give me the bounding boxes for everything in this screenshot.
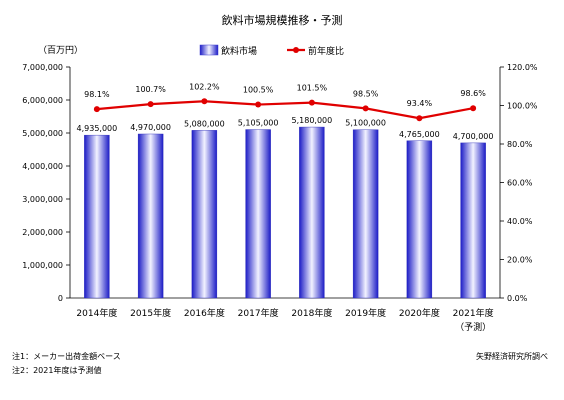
right-axis-tick-label: 100.0%: [507, 102, 538, 111]
legend-label-line: 前年度比: [308, 45, 344, 57]
right-axis-tick-label: 40.0%: [507, 217, 533, 226]
bar-value-labels: 4,935,000 4,970,000 5,080,000 5,105,000 5,18…: [77, 116, 494, 141]
right-axis-tick-label: 0.0%: [507, 294, 528, 303]
left-axis-tick-label: 0: [58, 294, 63, 303]
legend: 飲料市場 前年度比: [199, 44, 344, 57]
bar-value-label: 4,935,000: [77, 124, 118, 133]
bar: [299, 126, 325, 299]
left-axis-tick-label: 2,000,000: [22, 228, 63, 237]
left-axis-tick-label: 6,000,000: [22, 96, 63, 105]
x-axis-tick-label: 2020年度: [399, 307, 440, 319]
yoy-value-label: 98.1%: [84, 90, 110, 99]
yoy-marker: [93, 106, 100, 113]
bar: [137, 133, 164, 299]
bar: [352, 129, 379, 299]
source-credit: 矢野経済研究所調べ: [476, 351, 548, 361]
x-axis-tick-label: 2017年度: [238, 307, 279, 319]
yoy-value-label: 100.5%: [243, 86, 274, 95]
yoy-value-label: 102.2%: [189, 82, 220, 91]
left-axis-tick-label: 7,000,000: [22, 63, 63, 72]
bar-value-label: 4,765,000: [399, 130, 440, 139]
x-axis-tick-label: 2015年度: [130, 307, 171, 319]
bar: [245, 129, 271, 299]
right-axis-tick-label: 120.0%: [507, 63, 538, 72]
bar-value-label: 5,180,000: [292, 116, 333, 125]
x-axis-tick-labels: 2014年度 2015年度 2016年度 2017年度 2018年度 2019年度 2020…: [76, 307, 493, 333]
yoy-value-label: 98.6%: [460, 89, 486, 98]
yoy-marker: [308, 99, 315, 106]
bar: [84, 134, 110, 299]
yoy-marker: [362, 105, 369, 112]
right-axis-ticks: 0.0% 20.0% 40.0% 60.0% 80.0% 100.0% 120.0%: [500, 63, 538, 303]
yoy-marker: [416, 115, 423, 122]
bar-value-label: 5,100,000: [345, 119, 386, 128]
legend-swatch-marker: [293, 47, 299, 53]
x-axis-tick-label: 2016年度: [184, 307, 225, 319]
left-axis-tick-label: 5,000,000: [22, 129, 63, 138]
left-axis-tick-label: 1,000,000: [22, 261, 63, 270]
yoy-marker: [147, 101, 154, 108]
x-axis-tick-label: 2014年度: [76, 307, 117, 319]
left-axis-ticks: 0 1,000,000 2,000,000 3,000,000 4,000,000 5,0…: [22, 63, 70, 303]
yoy-marker: [255, 101, 262, 108]
line-value-labels: 98.1% 100.7% 102.2% 100.5% 101.5% 98.5% 93.4% 9…: [84, 82, 486, 108]
bar: [406, 140, 433, 299]
left-axis-tick-label: 4,000,000: [22, 162, 63, 171]
bar-value-label: 5,105,000: [238, 119, 279, 128]
yoy-line: [96, 100, 474, 120]
yoy-value-label: 98.5%: [353, 89, 379, 98]
yoy-value-label: 100.7%: [135, 85, 166, 94]
x-axis-tick-label: 2019年度: [345, 307, 386, 319]
note-2: 注2：2021年度は予測値: [12, 365, 101, 375]
note-1: 注1：メーカー出荷金額ベース: [12, 351, 121, 361]
yoy-value-label: 93.4%: [407, 99, 433, 108]
legend-swatch-bar: [199, 44, 219, 56]
bar-value-label: 4,700,000: [453, 132, 494, 141]
yoy-value-label: 101.5%: [297, 84, 328, 93]
left-axis-tick-label: 3,000,000: [22, 195, 63, 204]
yoy-marker: [201, 98, 208, 105]
chart-title: 飲料市場規模推移・予測: [222, 13, 343, 27]
y-axis-unit-label: （百万円）: [38, 45, 83, 56]
x-axis-tick-label: 2018年度: [291, 307, 332, 319]
bar-value-label: 5,080,000: [184, 119, 225, 128]
right-axis-tick-label: 60.0%: [507, 179, 533, 188]
right-axis-tick-label: 80.0%: [507, 140, 533, 149]
right-axis-tick-label: 20.0%: [507, 256, 533, 265]
bar: [460, 142, 486, 299]
line-series: [93, 98, 477, 122]
x-axis-tick-sublabel: （予測）: [455, 321, 491, 333]
bar: [191, 130, 218, 299]
bar-value-label: 4,970,000: [130, 123, 171, 132]
yoy-marker: [470, 105, 477, 112]
x-axis-tick-label: 2021年度: [453, 307, 494, 319]
bar-series: [84, 126, 486, 299]
legend-label-bar: 飲料市場: [221, 45, 257, 57]
